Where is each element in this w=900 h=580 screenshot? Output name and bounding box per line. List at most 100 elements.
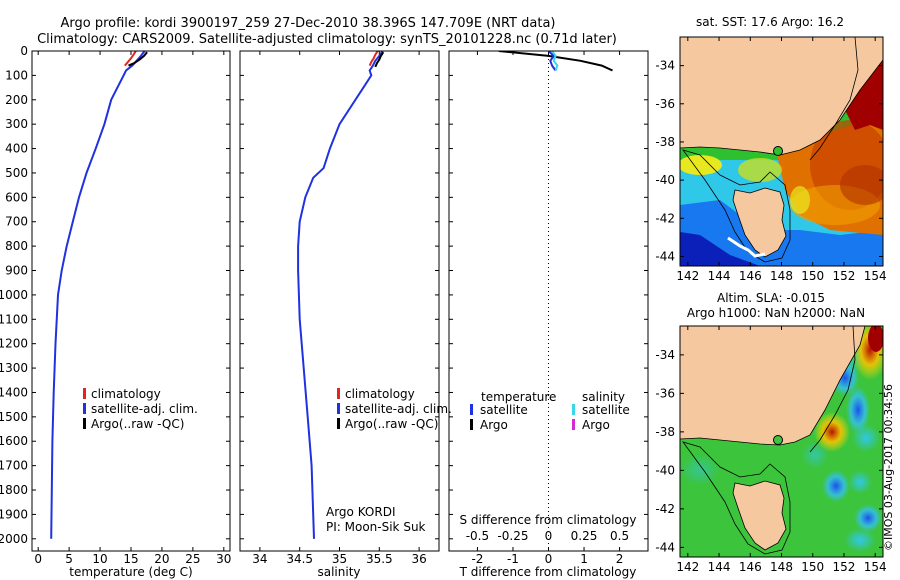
depth-tick-label: 600 — [5, 190, 28, 204]
x-tick-label: 30 — [216, 552, 231, 566]
x-tick-label: 1 — [580, 552, 588, 566]
legend-swatch — [83, 403, 86, 414]
legend-swatch — [337, 388, 340, 399]
depth-axis: 0 100 200 300 400 500 600 700 800 900 1000 1100 1200… — [0, 44, 230, 546]
depth-tick-label: 1300 — [0, 361, 28, 375]
lon-tick-label: 154 — [864, 269, 887, 283]
depth-tick-label: 400 — [5, 142, 28, 156]
lat-tick-label: -38 — [655, 425, 675, 439]
s-tick-label: 0.25 — [571, 529, 598, 543]
figure-title-line1: Argo profile: kordi 3900197_259 27-Dec-2… — [61, 16, 556, 31]
x-tick-label: 35.5 — [366, 552, 393, 566]
legend-label: climatology — [91, 387, 161, 401]
sla-map-subtitle: Argo h1000: NaN h2000: NaN — [687, 306, 865, 320]
temperature-panel: 0100200300400500600700800900100011001200… — [0, 44, 231, 579]
lat-tick-label: -38 — [655, 135, 675, 149]
x-tick-label: 10 — [92, 552, 107, 566]
lat-tick-label: -44 — [655, 540, 675, 554]
lat-tick-label: -36 — [655, 97, 675, 111]
salinity-axis-label: salinity — [317, 565, 360, 579]
s-tick-label: -0.5 — [466, 529, 489, 543]
lon-tick-label: 148 — [770, 560, 793, 574]
figure-title-line2: Climatology: CARS2009. Satellite-adjuste… — [37, 32, 617, 47]
t-difference-label: T difference from climatology — [459, 565, 637, 579]
lon-tick-label: 144 — [708, 560, 731, 574]
sst-map-panel: sat. SST: 17.6 Argo: 16.2 142 144 146 148 15… — [655, 15, 887, 283]
argo-pi-label: PI: Moon-Sik Suk — [326, 520, 426, 534]
x-tick-label: 2 — [616, 552, 624, 566]
lon-tick-label: 150 — [801, 560, 824, 574]
legend-title-salinity: salinity — [582, 390, 625, 404]
difference-panel: -2 -1 0 1 2 -0.5 -0.25 0 0.25 0.5 S difference f… — [448, 50, 649, 579]
lon-tick-label: 148 — [770, 269, 793, 283]
depth-tick-label: 1100 — [0, 312, 28, 326]
x-tick-label: 35 — [332, 552, 347, 566]
x-tick-label: -1 — [507, 552, 519, 566]
legend-title-temperature: temperature — [481, 390, 556, 404]
x-tick-label: 34.5 — [286, 552, 313, 566]
sla-map-title: Altim. SLA: -0.015 — [717, 291, 825, 305]
depth-tick-label: 1700 — [0, 459, 28, 473]
legend-label: Argo(..raw -QC) — [345, 417, 438, 431]
salinity-axis: 34 34.5 35 35.5 36 — [252, 51, 427, 566]
lat-tick-label: -34 — [655, 59, 675, 73]
legend-swatch — [337, 403, 340, 414]
depth-tick-label: 2000 — [0, 532, 28, 546]
s-tick-label: 0.5 — [610, 529, 629, 543]
depth-tick-label: 1400 — [0, 385, 28, 399]
legend-label: satellite — [480, 403, 528, 417]
temperature-plot-frame — [31, 50, 231, 552]
lon-tick-label: 154 — [864, 560, 887, 574]
depth-tick-label: 1500 — [0, 410, 28, 424]
lat-tick-label: -42 — [655, 211, 675, 225]
series-line — [124, 51, 137, 67]
argo-program-label: Argo KORDI — [326, 505, 395, 519]
lon-tick-label: 142 — [676, 560, 699, 574]
lat-tick-label: -36 — [655, 386, 675, 400]
depth-tick-label: 700 — [5, 215, 28, 229]
depth-tick-label: 0 — [20, 44, 28, 58]
x-tick-label: -2 — [471, 552, 483, 566]
s-difference-axis: -0.5-0.2500.250.5 — [466, 529, 629, 543]
lon-tick-label: 146 — [739, 269, 762, 283]
lon-tick-label: 146 — [739, 560, 762, 574]
lon-tick-label: 142 — [676, 269, 699, 283]
depth-tick-label: 300 — [5, 117, 28, 131]
difference-plot-frame — [448, 50, 649, 552]
lat-tick-label: -34 — [655, 348, 675, 362]
depth-tick-label: 1800 — [0, 483, 28, 497]
sst-field — [680, 37, 883, 266]
salinity-panel: 34 34.5 35 35.5 36 salinity climatologysatel… — [239, 50, 452, 579]
x-tick-label: 20 — [154, 552, 169, 566]
depth-tick-label: 1900 — [0, 507, 28, 521]
lat-tick-label: -42 — [655, 502, 675, 516]
lon-tick-label: 152 — [833, 560, 856, 574]
depth-tick-label: 200 — [5, 93, 28, 107]
s-tick-label: -0.25 — [497, 529, 528, 543]
series-line — [547, 51, 557, 72]
legend-swatch — [83, 418, 86, 429]
lat-tick-label: -40 — [655, 463, 675, 477]
x-tick-label: 0 — [545, 552, 553, 566]
x-tick-label: 5 — [65, 552, 73, 566]
series-line — [50, 51, 146, 539]
lat-tick-label: -40 — [655, 173, 675, 187]
temperature-axis-label: temperature (deg C) — [69, 565, 192, 579]
legend-swatch — [470, 404, 473, 415]
sla-map-panel: Altim. SLA: -0.015 Argo h1000: NaN h2000… — [655, 291, 887, 574]
x-tick-label: 25 — [185, 552, 200, 566]
argo-float-marker-sla — [773, 435, 783, 445]
legend-label: satellite-adj. clim. — [345, 402, 452, 416]
t-difference-axis: -2 -1 0 1 2 — [471, 51, 623, 566]
legend-label: Argo — [582, 418, 610, 432]
series-line — [374, 51, 385, 68]
s-difference-label: S difference from climatology — [460, 513, 637, 527]
depth-tick-label: 1600 — [0, 434, 28, 448]
legend-swatch — [572, 419, 575, 430]
legend-swatch — [470, 419, 473, 430]
depth-tick-label: 1000 — [0, 288, 28, 302]
